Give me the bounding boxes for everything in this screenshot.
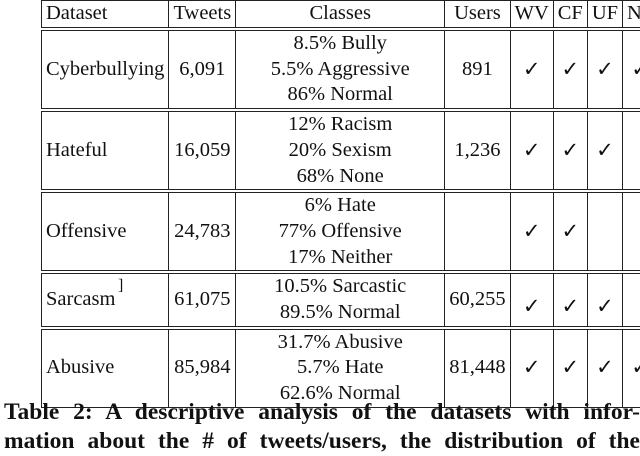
- header-classes: Classes: [236, 1, 445, 30]
- dataset-name-cell: Cyberbullying: [42, 29, 169, 110]
- classes-cell: 10.5% Sarcastic 89.5% Normal: [236, 272, 445, 327]
- class-line: 86% Normal: [240, 82, 440, 108]
- cf-check-icon: ✓: [553, 110, 587, 191]
- class-line: 5.5% Aggressive: [240, 57, 440, 83]
- cf-check-icon: ✓: [553, 328, 587, 408]
- dataset-name-cell: Sarcasm ]: [42, 272, 169, 327]
- table-row: Abusive 85,984 31.7% Abusive 5.7% Hate 6…: [42, 328, 640, 408]
- table-row: Offensive 24,783 6% Hate 77% Offensive 1…: [42, 191, 640, 272]
- wv-check-icon: ✓: [510, 328, 553, 408]
- table-row: Cyberbullying 6,091 8.5% Bully 5.5% Aggr…: [42, 29, 640, 110]
- header-dataset: Dataset: [42, 1, 169, 30]
- header-wv: WV: [510, 1, 553, 30]
- uf-check-icon: [587, 191, 622, 272]
- class-line: 31.7% Abusive: [240, 330, 440, 356]
- nf-check-icon: ✓: [623, 29, 640, 110]
- cf-check-icon: ✓: [553, 29, 587, 110]
- dataset-name-text: Sarcasm: [46, 288, 115, 310]
- tweets-cell: 85,984: [169, 328, 236, 408]
- header-nf: NF: [623, 1, 640, 30]
- cf-check-icon: ✓: [553, 191, 587, 272]
- class-line: 10.5% Sarcastic: [240, 274, 440, 300]
- header-users: Users: [445, 1, 510, 30]
- uf-check-icon: ✓: [587, 29, 622, 110]
- wv-check-icon: ✓: [510, 272, 553, 327]
- header-tweets: Tweets: [169, 1, 236, 30]
- tweets-cell: 61,075: [169, 272, 236, 327]
- nf-check-icon: [623, 272, 640, 327]
- users-cell: 81,448: [445, 328, 510, 408]
- tweets-cell: 6,091: [169, 29, 236, 110]
- uf-check-icon: ✓: [587, 110, 622, 191]
- class-line: 20% Sexism: [240, 138, 440, 164]
- cf-check-mark: ✓: [558, 280, 583, 320]
- class-line: 77% Offensive: [240, 219, 440, 245]
- class-line: 5.7% Hate: [240, 355, 440, 381]
- tweets-cell: 16,059: [169, 110, 236, 191]
- nf-check-icon: [623, 110, 640, 191]
- caption-line-2: mation about the # of tweets/users, the …: [0, 427, 640, 456]
- classes-cell: 31.7% Abusive 5.7% Hate 62.6% Normal: [236, 328, 445, 408]
- classes-cell: 8.5% Bully 5.5% Aggressive 86% Normal: [236, 29, 445, 110]
- wv-check-icon: ✓: [510, 29, 553, 110]
- table-row: Hateful 16,059 12% Racism 20% Sexism 68%…: [42, 110, 640, 191]
- class-line: 8.5% Bully: [240, 31, 440, 57]
- uf-check-icon: ✓: [587, 328, 622, 408]
- nf-check-icon: ✓: [623, 328, 640, 408]
- wv-check-icon: ✓: [510, 191, 553, 272]
- datasets-table: Dataset Tweets Classes Users WV CF UF NF…: [41, 0, 640, 408]
- users-cell: 1,236: [445, 110, 510, 191]
- class-line: 89.5% Normal: [240, 300, 440, 326]
- class-line: 68% None: [240, 164, 440, 190]
- tweets-cell: 24,783: [169, 191, 236, 272]
- users-cell: [445, 191, 510, 272]
- users-cell: 891: [445, 29, 510, 110]
- class-line: 12% Racism: [240, 112, 440, 138]
- bracket-mark: ]: [118, 278, 123, 294]
- users-cell: 60,255: [445, 272, 510, 327]
- table-row: Sarcasm ] 61,075 10.5% Sarcastic 89.5% N…: [42, 272, 640, 327]
- nf-check-icon: [623, 191, 640, 272]
- header-uf: UF: [587, 1, 622, 30]
- header-cf: CF: [553, 1, 587, 30]
- dataset-name-cell: Hateful: [42, 110, 169, 191]
- cf-check-icon: ✓: [553, 272, 587, 327]
- class-line: 17% Neither: [240, 245, 440, 271]
- datasets-table-container: Dataset Tweets Classes Users WV CF UF NF…: [41, 0, 640, 408]
- table-caption: Table 2: A descriptive analysis of the d…: [0, 398, 640, 456]
- classes-cell: 12% Racism 20% Sexism 68% None: [236, 110, 445, 191]
- dataset-name-cell: Abusive: [42, 328, 169, 408]
- uf-check-mark: ✓: [592, 280, 618, 320]
- wv-check-icon: ✓: [510, 110, 553, 191]
- caption-line-1: Table 2: A descriptive analysis of the d…: [0, 398, 640, 427]
- wv-check-mark: ✓: [515, 280, 549, 320]
- class-line: 6% Hate: [240, 193, 440, 219]
- header-row: Dataset Tweets Classes Users WV CF UF NF: [42, 1, 640, 30]
- uf-check-icon: ✓: [587, 272, 622, 327]
- classes-cell: 6% Hate 77% Offensive 17% Neither: [236, 191, 445, 272]
- dataset-name-cell: Offensive: [42, 191, 169, 272]
